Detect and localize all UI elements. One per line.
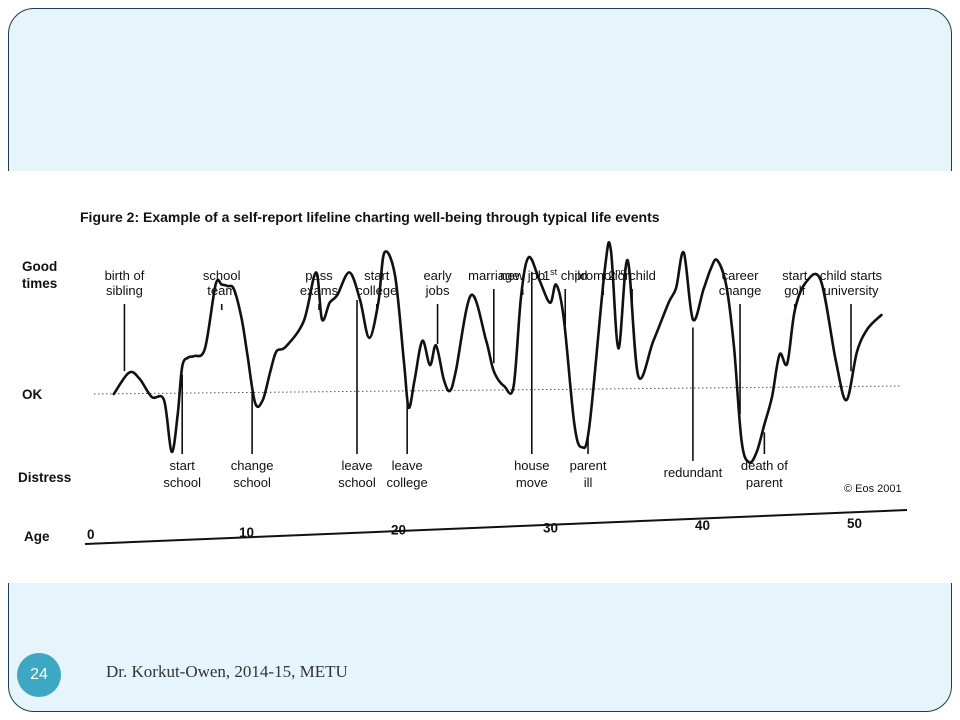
event-annotation: marriage	[468, 268, 519, 364]
event-annotation: parent ill	[570, 436, 607, 490]
event-annotation: leave school	[338, 299, 376, 490]
event-label: parent	[570, 458, 607, 473]
y-axis-labels: Good times OK Distress	[18, 259, 71, 485]
page-number-badge: 24	[17, 653, 61, 697]
event-annotation: start school	[163, 374, 201, 490]
event-label: school	[163, 475, 201, 490]
event-label: university	[824, 283, 879, 298]
event-label: 2nd child	[608, 267, 656, 283]
event-label: move	[516, 475, 548, 490]
x-axis-line	[84, 509, 908, 545]
event-label: child starts	[820, 268, 883, 283]
y-level-label: times	[22, 276, 57, 291]
x-tick-label: 10	[239, 525, 254, 540]
event-annotation: 1st child	[543, 267, 588, 326]
event-annotation: leave college	[387, 400, 428, 490]
event-label: 1st child	[543, 267, 588, 283]
ok-reference-line	[93, 385, 902, 395]
event-label: ill	[584, 475, 593, 490]
event-label: career	[722, 268, 760, 283]
x-tick-label: 50	[847, 516, 862, 531]
event-annotation: new job	[500, 268, 545, 295]
event-label: leave	[341, 458, 372, 473]
event-annotation: change school	[231, 392, 274, 490]
x-axis: Age 0 10 20 30 40 50	[24, 509, 908, 545]
event-label: change	[719, 283, 762, 298]
event-annotation: 2nd child	[608, 267, 656, 302]
event-label: marriage	[468, 268, 519, 283]
event-label: promotion	[574, 268, 632, 283]
event-annotation: house move	[514, 271, 550, 490]
figure-panel: Figure 2: Example of a self-report lifel…	[8, 171, 952, 583]
event-annotation: redundant	[664, 327, 723, 480]
lifeline-chart: Figure 2: Example of a self-report lifel…	[18, 209, 908, 545]
y-level-label: Distress	[18, 470, 71, 485]
event-annotation: death of parent	[741, 432, 788, 490]
event-label: team	[207, 283, 236, 298]
event-label: school	[203, 268, 241, 283]
y-level-label: Good	[22, 259, 57, 274]
event-label: leave	[392, 458, 423, 473]
event-label: start	[364, 268, 390, 283]
event-label: parent	[746, 475, 783, 490]
chart-title: Figure 2: Example of a self-report lifel…	[80, 209, 660, 225]
event-label: sibling	[106, 283, 143, 298]
event-label: college	[387, 475, 428, 490]
event-annotation: promotion	[574, 268, 632, 295]
x-tick-label: 20	[391, 523, 406, 538]
footer-author-text: Dr. Korkut-Owen, 2014-15, METU	[106, 662, 348, 681]
event-label: redundant	[664, 465, 723, 480]
event-label: house	[514, 458, 549, 473]
event-label: start	[170, 458, 196, 473]
event-label: death of	[741, 458, 788, 473]
event-label: school	[233, 475, 271, 490]
copyright-note: © Eos 2001	[844, 483, 902, 495]
event-label: birth of	[105, 268, 145, 283]
event-label: college	[356, 283, 397, 298]
event-label: golf	[784, 283, 805, 298]
event-label: new job	[500, 268, 545, 283]
x-tick-label: 40	[695, 518, 710, 533]
event-label: change	[231, 458, 274, 473]
lifeline-series	[112, 241, 883, 465]
event-label: start	[782, 268, 808, 283]
x-tick-label: 0	[87, 527, 95, 542]
y-level-label: OK	[22, 387, 43, 402]
x-axis-title: Age	[24, 529, 50, 544]
x-tick-label: 30	[543, 520, 558, 535]
event-label: pass	[305, 268, 333, 283]
event-label: early	[423, 268, 452, 283]
event-label: jobs	[425, 283, 450, 298]
event-label: school	[338, 475, 376, 490]
event-label: exams	[300, 283, 339, 298]
event-annotations: birth ofsiblingstartschoolschoolteamchan…	[105, 267, 883, 490]
